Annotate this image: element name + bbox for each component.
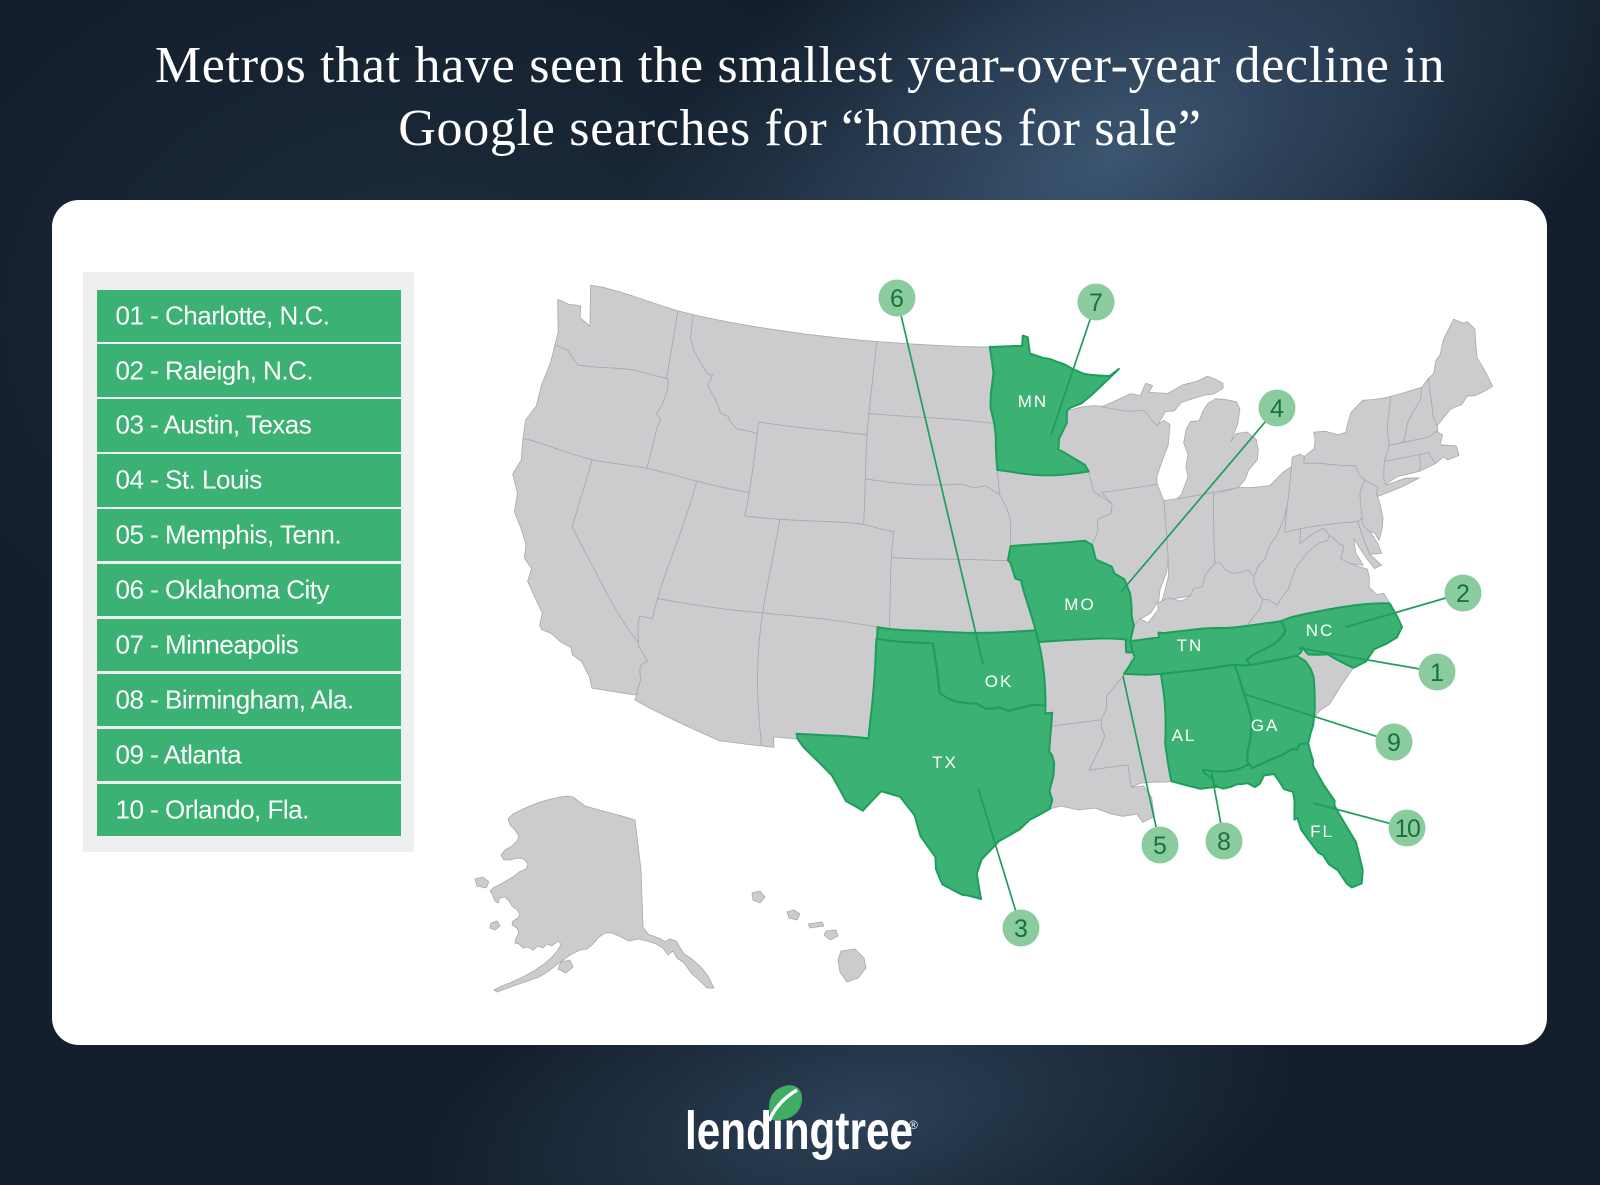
svg-text:GA: GA [1251, 716, 1280, 735]
svg-text:10: 10 [1395, 815, 1420, 843]
svg-text:1: 1 [1430, 659, 1444, 687]
svg-text:OK: OK [985, 672, 1014, 691]
svg-text:FL: FL [1310, 822, 1334, 841]
svg-text:3: 3 [1014, 915, 1028, 943]
svg-text:TN: TN [1177, 636, 1204, 655]
svg-text:NC: NC [1306, 621, 1335, 640]
svg-text:5: 5 [1153, 832, 1167, 860]
svg-text:lendingtree: lendingtree [685, 1101, 913, 1161]
svg-text:TX: TX [932, 753, 958, 772]
svg-text:7: 7 [1089, 289, 1103, 317]
svg-text:AL: AL [1172, 726, 1197, 745]
svg-text:6: 6 [890, 285, 904, 313]
svg-text:9: 9 [1387, 729, 1401, 757]
svg-text:4: 4 [1270, 395, 1284, 423]
svg-text:®: ® [909, 1118, 918, 1132]
svg-text:MO: MO [1064, 595, 1095, 614]
svg-text:2: 2 [1456, 580, 1470, 608]
svg-text:MN: MN [1018, 392, 1048, 411]
svg-text:8: 8 [1217, 828, 1231, 856]
